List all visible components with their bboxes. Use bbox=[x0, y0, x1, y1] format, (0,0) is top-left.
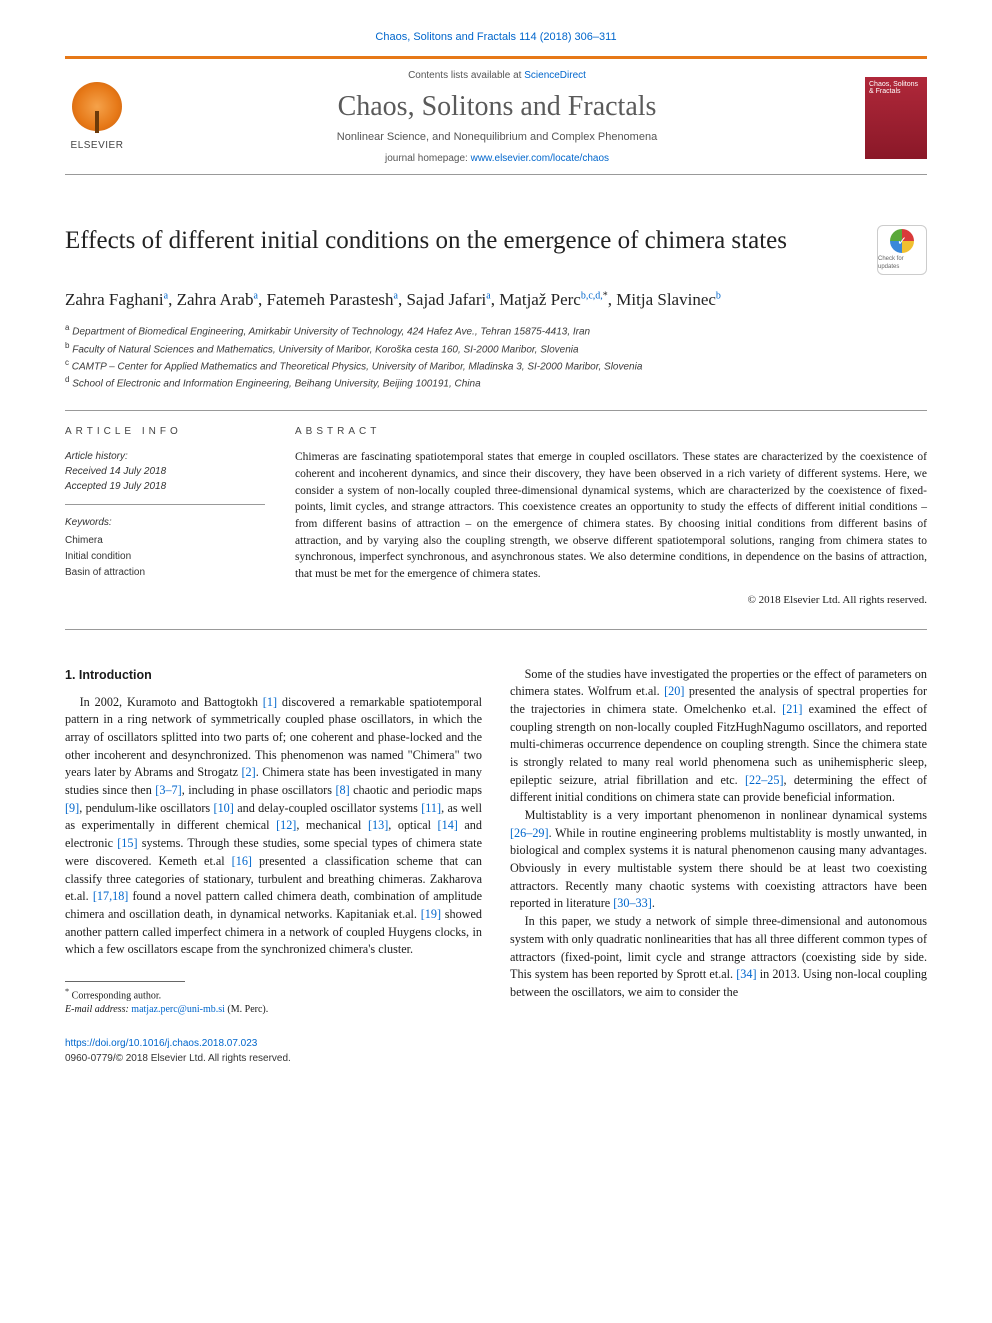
homepage-line: journal homepage: www.elsevier.com/locat… bbox=[143, 152, 851, 167]
intro-para-1: In 2002, Kuramoto and Battogtokh [1] dis… bbox=[65, 694, 482, 959]
citation[interactable]: [14] bbox=[438, 818, 458, 832]
journal-subtitle: Nonlinear Science, and Nonequilibrium an… bbox=[143, 130, 851, 146]
intro-para-3: Multistablity is a very important phenom… bbox=[510, 807, 927, 913]
citation[interactable]: [16] bbox=[232, 854, 252, 868]
keywords-head: Keywords: bbox=[65, 515, 265, 531]
citation[interactable]: [3–7] bbox=[155, 783, 181, 797]
corr-text: Corresponding author. bbox=[72, 990, 161, 1001]
keyword: Initial condition bbox=[65, 549, 265, 565]
affiliation: a Department of Biomedical Engineering, … bbox=[65, 322, 927, 339]
article-title: Effects of different initial conditions … bbox=[65, 225, 859, 256]
citation[interactable]: [20] bbox=[664, 684, 684, 698]
affiliation: c CAMTP – Center for Applied Mathematics… bbox=[65, 357, 927, 374]
article-history: Article history: Received 14 July 2018 A… bbox=[65, 449, 265, 505]
crossmark-label: Check for updates bbox=[878, 255, 926, 272]
citation[interactable]: [2] bbox=[241, 765, 255, 779]
journal-title: Chaos, Solitons and Fractals bbox=[143, 87, 851, 128]
received-date: Received 14 July 2018 bbox=[65, 464, 265, 479]
publisher-name: ELSEVIER bbox=[71, 139, 124, 154]
masthead: ELSEVIER Contents lists available at Sci… bbox=[65, 56, 927, 176]
citation[interactable]: [22–25] bbox=[745, 773, 784, 787]
citation[interactable]: [8] bbox=[335, 783, 349, 797]
issn-copyright: 0960-0779/© 2018 Elsevier Ltd. All right… bbox=[65, 1053, 291, 1064]
contents-prefix: Contents lists available at bbox=[408, 70, 524, 81]
keyword: Basin of attraction bbox=[65, 565, 265, 581]
citation[interactable]: [15] bbox=[117, 836, 137, 850]
keywords-block: Keywords: ChimeraInitial conditionBasin … bbox=[65, 515, 265, 581]
body-columns: 1. Introduction In 2002, Kuramoto and Ba… bbox=[65, 666, 927, 1018]
keyword: Chimera bbox=[65, 533, 265, 549]
crossmark-badge[interactable]: Check for updates bbox=[877, 225, 927, 275]
intro-para-2: Some of the studies have investigated th… bbox=[510, 666, 927, 808]
doi-link[interactable]: https://doi.org/10.1016/j.chaos.2018.07.… bbox=[65, 1038, 257, 1049]
history-head: Article history: bbox=[65, 449, 265, 464]
journal-cover-thumb: Chaos, Solitons & Fractals bbox=[865, 77, 927, 159]
citation[interactable]: [30–33] bbox=[613, 896, 652, 910]
citation[interactable]: [1] bbox=[263, 695, 277, 709]
intro-para-4: In this paper, we study a network of sim… bbox=[510, 913, 927, 1001]
citation[interactable]: [26–29] bbox=[510, 826, 549, 840]
citation[interactable]: [21] bbox=[782, 702, 802, 716]
citation[interactable]: [9] bbox=[65, 801, 79, 815]
abstract-head: ABSTRACT bbox=[295, 425, 927, 440]
page-footer: https://doi.org/10.1016/j.chaos.2018.07.… bbox=[65, 1037, 927, 1066]
article-info-head: ARTICLE INFO bbox=[65, 425, 265, 440]
elsevier-tree-icon bbox=[72, 82, 122, 132]
citation[interactable]: [13] bbox=[368, 818, 388, 832]
affiliations: a Department of Biomedical Engineering, … bbox=[65, 322, 927, 391]
citation[interactable]: [17,18] bbox=[93, 889, 129, 903]
contents-available-line: Contents lists available at ScienceDirec… bbox=[143, 69, 851, 84]
accepted-date: Accepted 19 July 2018 bbox=[65, 479, 265, 494]
homepage-prefix: journal homepage: bbox=[385, 153, 471, 164]
abstract-copyright: © 2018 Elsevier Ltd. All rights reserved… bbox=[295, 593, 927, 609]
citation[interactable]: [10] bbox=[214, 801, 234, 815]
citation[interactable]: [12] bbox=[276, 818, 296, 832]
elsevier-logo: ELSEVIER bbox=[65, 82, 129, 154]
citation[interactable]: [19] bbox=[421, 907, 441, 921]
corr-email-link[interactable]: matjaz.perc@uni-mb.si bbox=[131, 1004, 225, 1015]
affiliation: d School of Electronic and Information E… bbox=[65, 374, 927, 391]
email-label: E-mail address: bbox=[65, 1004, 129, 1015]
footnote-rule bbox=[65, 981, 185, 982]
sciencedirect-link[interactable]: ScienceDirect bbox=[524, 70, 586, 81]
citation[interactable]: [34] bbox=[736, 967, 756, 981]
running-head: Chaos, Solitons and Fractals 114 (2018) … bbox=[65, 30, 927, 46]
affiliation: b Faculty of Natural Sciences and Mathem… bbox=[65, 340, 927, 357]
corr-person: (M. Perc). bbox=[227, 1004, 268, 1015]
section-heading-intro: 1. Introduction bbox=[65, 666, 482, 684]
citation[interactable]: [11] bbox=[421, 801, 441, 815]
corresponding-author-note: * Corresponding author. E-mail address: … bbox=[65, 986, 482, 1017]
cover-title: Chaos, Solitons & Fractals bbox=[869, 81, 923, 96]
crossmark-icon bbox=[890, 229, 914, 253]
abstract-text: Chimeras are fascinating spatiotemporal … bbox=[295, 449, 927, 582]
journal-homepage-link[interactable]: www.elsevier.com/locate/chaos bbox=[471, 153, 609, 164]
author-list: Zahra Faghania, Zahra Araba, Fatemeh Par… bbox=[65, 289, 927, 312]
